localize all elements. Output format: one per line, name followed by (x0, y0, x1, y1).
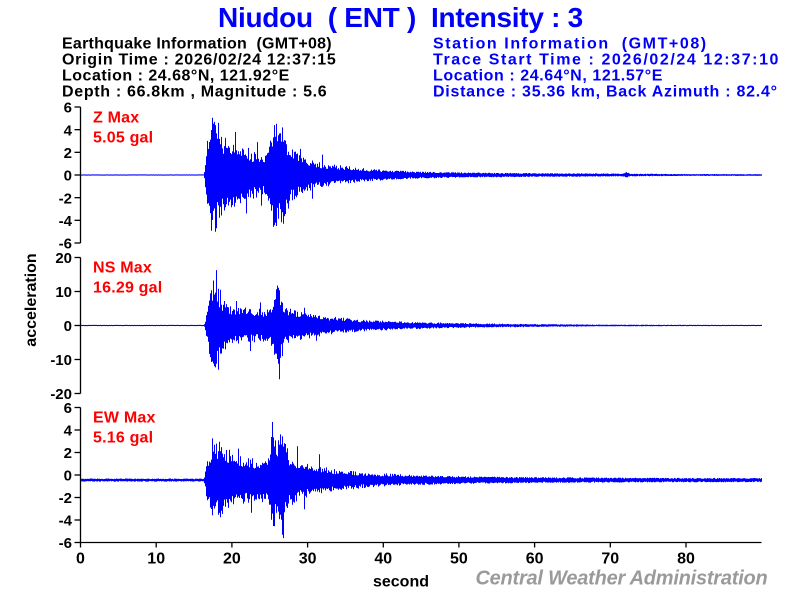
svg-text:10: 10 (55, 284, 72, 301)
svg-text:Central Weather Administration: Central Weather Administration (475, 568, 767, 590)
svg-text:0: 0 (76, 551, 85, 568)
svg-text:NS Max: NS Max (93, 260, 152, 277)
svg-text:Location : 24.68°N, 121.92°E: Location : 24.68°N, 121.92°E (62, 68, 290, 85)
svg-text:80: 80 (677, 551, 695, 568)
svg-text:-2: -2 (59, 190, 72, 207)
svg-text:6: 6 (64, 400, 72, 417)
svg-text:4: 4 (64, 122, 73, 139)
svg-text:-20: -20 (50, 386, 72, 403)
svg-text:Trace Start Time : 2026/02/24: Trace Start Time : 2026/02/24 12:37:10 (433, 52, 780, 69)
svg-text:-4: -4 (59, 213, 73, 230)
svg-text:Depth : 66.8km , Magnitude : 5: Depth : 66.8km , Magnitude : 5.6 (62, 84, 327, 101)
svg-text:Location : 24.64°N, 121.57°E: Location : 24.64°N, 121.57°E (433, 68, 663, 85)
svg-text:16.29 gal: 16.29 gal (93, 279, 162, 296)
svg-text:-6: -6 (59, 236, 72, 253)
svg-text:20: 20 (223, 551, 241, 568)
svg-text:0: 0 (64, 468, 72, 485)
svg-text:20: 20 (55, 250, 72, 267)
svg-text:50: 50 (450, 551, 468, 568)
svg-text:acceleration: acceleration (23, 253, 40, 346)
svg-text:10: 10 (147, 551, 165, 568)
svg-text:0: 0 (64, 318, 72, 335)
svg-text:-2: -2 (59, 490, 72, 507)
svg-text:2: 2 (64, 445, 72, 462)
svg-text:6: 6 (64, 100, 72, 117)
svg-text:-4: -4 (59, 513, 73, 530)
svg-text:EW Max: EW Max (93, 410, 156, 427)
svg-text:Z Max: Z Max (93, 110, 139, 127)
svg-text:2: 2 (64, 145, 72, 162)
svg-text:30: 30 (299, 551, 317, 568)
svg-text:5.16 gal: 5.16 gal (93, 429, 153, 446)
svg-text:Distance : 35.36 km, Back Azim: Distance : 35.36 km, Back Azimuth : 82.4… (433, 84, 778, 101)
svg-text:-10: -10 (50, 352, 72, 369)
svg-text:Niudou ( ENT ) Intensity : 3: Niudou ( ENT ) Intensity : 3 (218, 2, 583, 33)
svg-text:4: 4 (64, 423, 73, 440)
svg-text:second: second (373, 573, 429, 590)
svg-text:-6: -6 (59, 535, 72, 552)
svg-text:5.05 gal: 5.05 gal (93, 129, 153, 146)
svg-text:70: 70 (601, 551, 619, 568)
svg-text:Origin Time : 2026/02/24 12:37: Origin Time : 2026/02/24 12:37:15 (62, 52, 337, 69)
svg-text:Station Information (GMT+08): Station Information (GMT+08) (433, 36, 708, 53)
svg-text:40: 40 (374, 551, 392, 568)
svg-text:60: 60 (526, 551, 544, 568)
svg-text:0: 0 (64, 168, 72, 185)
svg-text:Earthquake Information (GMT+0: Earthquake Information (GMT+08) (62, 36, 332, 53)
